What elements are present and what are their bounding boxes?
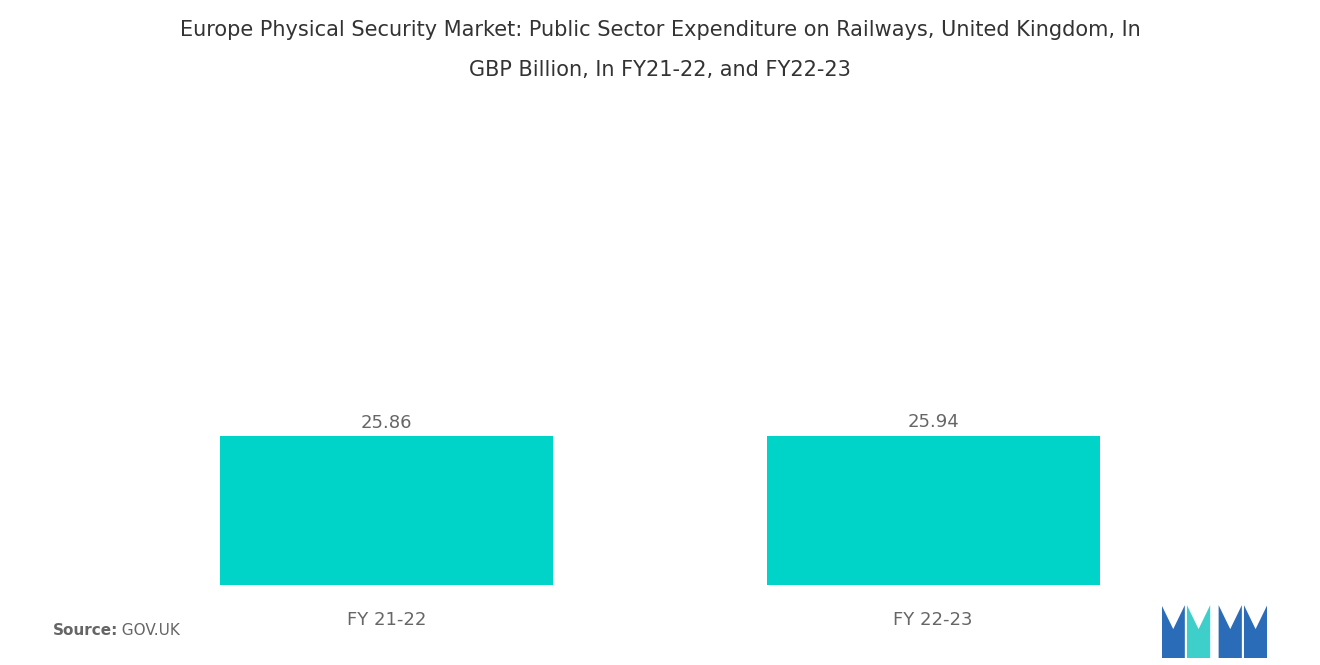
Text: GBP Billion, In FY21-22, and FY22-23: GBP Billion, In FY21-22, and FY22-23 [469, 60, 851, 80]
Text: FY 21-22: FY 21-22 [347, 611, 426, 629]
Text: 25.94: 25.94 [907, 413, 960, 431]
Polygon shape [1187, 605, 1210, 658]
Bar [220, 436, 553, 585]
Text: 25.86: 25.86 [360, 414, 413, 432]
Text: GOV.UK: GOV.UK [112, 623, 180, 638]
Text: Source:: Source: [53, 623, 119, 638]
Polygon shape [1218, 605, 1242, 658]
Text: Europe Physical Security Market: Public Sector Expenditure on Railways, United K: Europe Physical Security Market: Public … [180, 20, 1140, 40]
Polygon shape [1162, 605, 1185, 658]
Text: FY 22-23: FY 22-23 [894, 611, 973, 629]
Bar [767, 436, 1100, 585]
Polygon shape [1243, 605, 1267, 658]
